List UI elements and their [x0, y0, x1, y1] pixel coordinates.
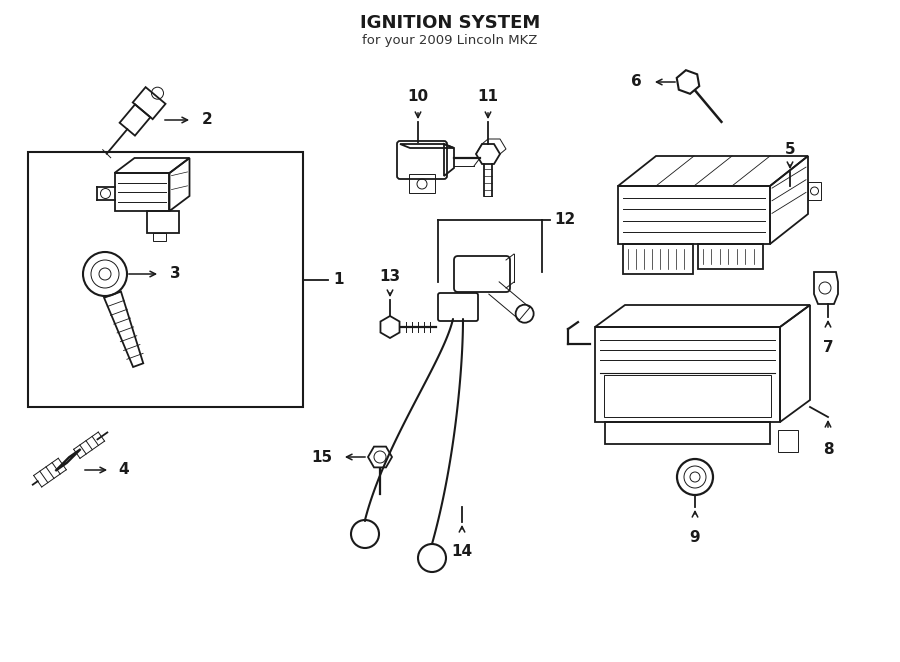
Text: 8: 8 — [823, 442, 833, 457]
Text: 11: 11 — [478, 89, 499, 104]
Text: 15: 15 — [310, 449, 332, 465]
Text: 5: 5 — [785, 142, 796, 157]
Text: 13: 13 — [380, 269, 400, 284]
Text: 2: 2 — [202, 113, 212, 128]
Text: 9: 9 — [689, 530, 700, 545]
Text: 3: 3 — [170, 267, 181, 281]
Text: 6: 6 — [631, 75, 642, 89]
Text: 10: 10 — [408, 89, 428, 104]
Text: 4: 4 — [118, 463, 129, 477]
Text: 1: 1 — [333, 272, 344, 287]
Text: for your 2009 Lincoln MKZ: for your 2009 Lincoln MKZ — [363, 34, 537, 47]
Text: 12: 12 — [554, 213, 575, 228]
Text: IGNITION SYSTEM: IGNITION SYSTEM — [360, 14, 540, 32]
Text: 7: 7 — [823, 340, 833, 355]
Text: 14: 14 — [452, 544, 472, 559]
